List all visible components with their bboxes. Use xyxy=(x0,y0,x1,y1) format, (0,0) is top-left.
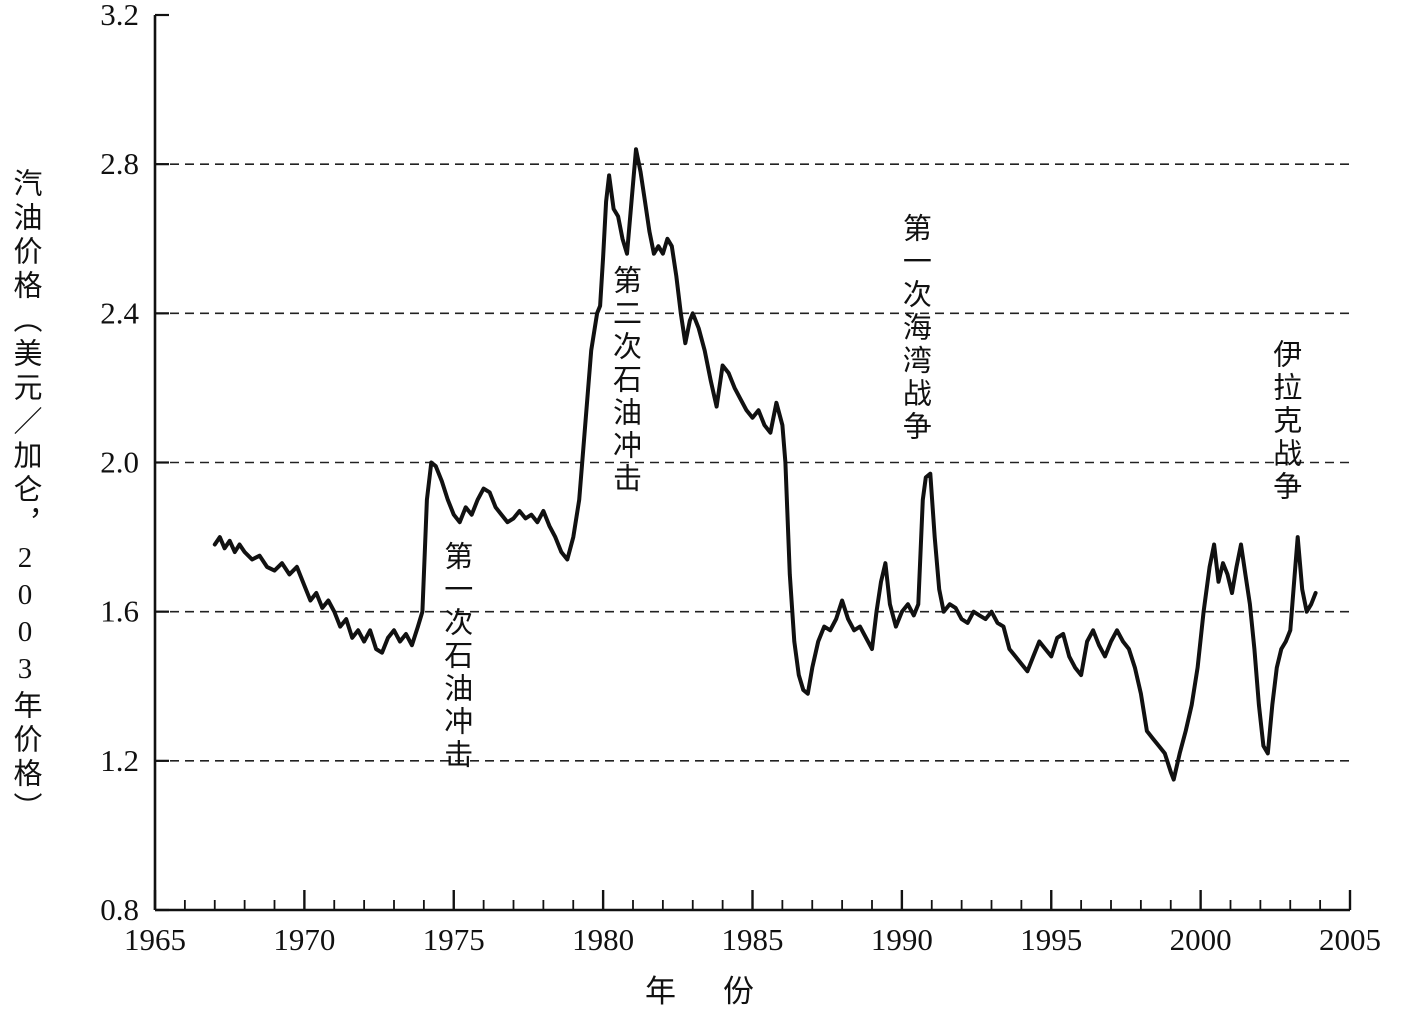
y-tick-label: 2.0 xyxy=(100,445,139,480)
y-tick-label: 0.8 xyxy=(100,892,139,927)
y-tick-label: 1.2 xyxy=(100,743,139,778)
price-line xyxy=(212,147,1318,782)
y-axis-title: 汽油价格（美元／加仑，2003年价格） xyxy=(9,168,41,826)
x-tick-label: 1985 xyxy=(722,922,784,957)
y-tick-label: 1.6 xyxy=(100,594,139,629)
annotation-first-oil-shock: 第一次石油冲击 xyxy=(439,540,472,772)
x-tick-label: 1965 xyxy=(124,922,186,957)
x-tick-label: 1970 xyxy=(273,922,335,957)
annotation-iraq-war: 伊拉克战争 xyxy=(1268,339,1301,505)
annotation-second-oil-shock: 第二次石油冲击 xyxy=(608,264,641,496)
x-tick-label: 2005 xyxy=(1319,922,1381,957)
x-tick-label: 2000 xyxy=(1170,922,1232,957)
x-tick-label: 1980 xyxy=(572,922,634,957)
y-tick-label: 2.8 xyxy=(100,146,139,181)
x-tick-label: 1975 xyxy=(423,922,485,957)
x-tick-label: 1995 xyxy=(1020,922,1082,957)
x-tick-label: 1990 xyxy=(871,922,933,957)
x-axis-title: 年 份 xyxy=(645,974,762,1009)
y-tick-label: 3.2 xyxy=(100,0,139,32)
y-tick-label: 2.4 xyxy=(100,295,139,330)
annotation-first-gulf-war: 第一次海湾战争 xyxy=(898,212,931,444)
